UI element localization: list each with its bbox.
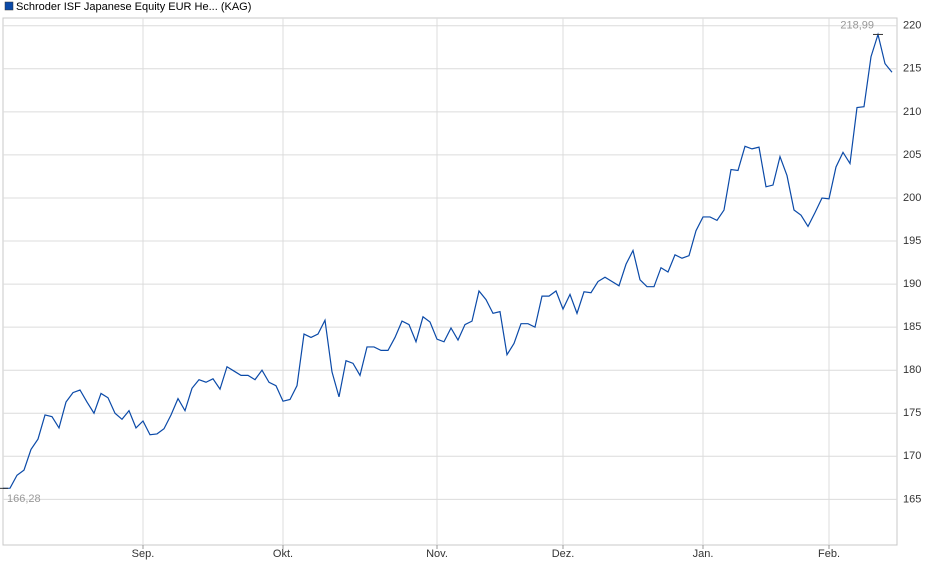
- y-tick-label: 170: [903, 450, 921, 462]
- x-tick-label: Sep.: [132, 548, 155, 560]
- y-tick-label: 165: [903, 493, 921, 505]
- y-tick-label: 210: [903, 106, 921, 118]
- x-tick-label: Okt.: [273, 548, 293, 560]
- y-tick-label: 180: [903, 364, 921, 376]
- legend-swatch: [4, 1, 14, 11]
- price-line: [2, 32, 893, 489]
- y-tick-label: 190: [903, 278, 921, 290]
- legend-label: Schroder ISF Japanese Equity EUR He... (…: [16, 1, 251, 13]
- y-tick-label: 220: [903, 20, 921, 32]
- y-tick-label: 175: [903, 407, 921, 419]
- x-tick-label: Feb.: [818, 548, 840, 560]
- plot-area: [2, 17, 898, 546]
- x-tick-label: Nov.: [426, 548, 448, 560]
- value-label: 218,99: [840, 19, 874, 31]
- y-tick-label: 215: [903, 63, 921, 75]
- y-tick-label: 185: [903, 321, 921, 333]
- y-tick-label: 205: [903, 149, 921, 161]
- x-tick-label: Dez.: [552, 548, 575, 560]
- value-label: 166,28: [7, 493, 41, 505]
- x-tick-label: Jan.: [693, 548, 714, 560]
- y-tick-label: 200: [903, 192, 921, 204]
- y-tick-label: 195: [903, 235, 921, 247]
